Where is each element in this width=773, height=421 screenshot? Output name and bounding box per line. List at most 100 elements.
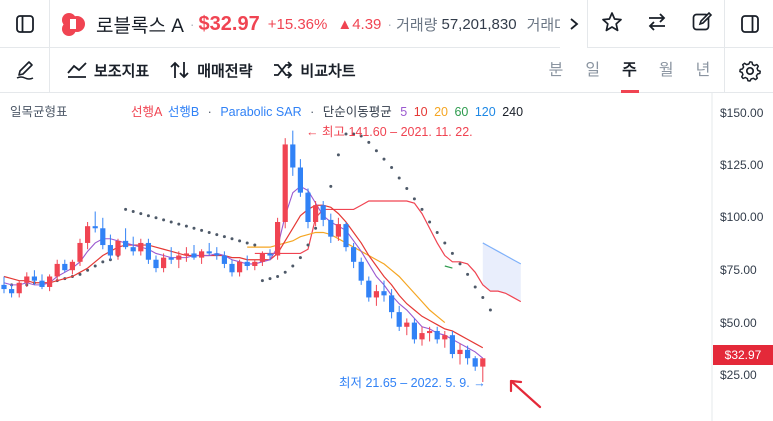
- candle-body: [396, 312, 402, 327]
- sar-dot: [397, 176, 401, 180]
- period-month[interactable]: 월: [658, 62, 674, 79]
- candle-body: [290, 144, 296, 168]
- sar-dot: [329, 184, 333, 188]
- period-minute[interactable]: 분: [548, 62, 564, 79]
- stock-name[interactable]: 로블록스 A: [96, 15, 184, 37]
- y-tick: $75.00: [720, 263, 757, 277]
- candle-body: [183, 253, 189, 256]
- separator-dot: ·: [207, 105, 212, 119]
- indicator-legend: 일목균형표 선행A 선행B · Parabolic SAR · 단순이동평균 5…: [10, 101, 528, 120]
- sar-dot: [230, 237, 234, 241]
- legend-ichimoku[interactable]: 일목균형표: [10, 105, 68, 119]
- candle-body: [351, 247, 357, 262]
- swap-arrows-icon: [648, 12, 666, 31]
- ticker-header: 로블록스 A · $32.97 +15.36% ▲4.39 · 거래량 57,2…: [60, 0, 560, 48]
- legend-sma240: 240: [502, 105, 524, 119]
- period-week[interactable]: 주: [619, 48, 641, 93]
- candle-body: [47, 276, 53, 287]
- candle-body: [297, 167, 303, 193]
- candle-body: [145, 242, 151, 260]
- sar-dot: [405, 186, 409, 190]
- sma10-line: [3, 204, 484, 349]
- period-day[interactable]: 일: [585, 62, 601, 79]
- legend-sma10: 10: [413, 105, 428, 119]
- candle-body: [449, 335, 455, 355]
- candle-body: [259, 253, 265, 262]
- change-amount: ▲4.39: [337, 15, 382, 33]
- chart-settings-button[interactable]: [727, 48, 773, 93]
- candle-body: [282, 144, 288, 222]
- sar-dot: [314, 226, 318, 230]
- sar-dot: [276, 274, 280, 278]
- candle-body: [161, 257, 167, 269]
- roblox-logo-icon: [60, 11, 86, 37]
- strategy-button[interactable]: 매매전략: [159, 48, 262, 93]
- candle-body: [221, 255, 227, 264]
- top-bar: [0, 0, 773, 48]
- sar-dot: [268, 277, 272, 281]
- legend-sma[interactable]: 단순이동평균: [322, 105, 392, 119]
- candle-body: [176, 255, 182, 260]
- candle-body: [16, 282, 22, 294]
- sar-dot: [488, 308, 492, 312]
- legend-sar[interactable]: Parabolic SAR: [220, 105, 302, 119]
- sar-dot: [374, 149, 378, 153]
- price-chart[interactable]: [0, 93, 773, 421]
- right-panel-icon: [741, 15, 759, 33]
- separator-dot: ·: [387, 16, 393, 32]
- sar-dot: [283, 270, 287, 274]
- sar-dot: [298, 256, 302, 260]
- candle-body: [320, 205, 326, 220]
- sar-dot: [359, 134, 363, 138]
- volume-value: 57,201,830: [441, 15, 517, 33]
- candle-body: [381, 291, 387, 296]
- candle-body: [229, 263, 235, 273]
- sar-dot: [367, 140, 371, 144]
- candle-body: [85, 226, 91, 243]
- candle-body: [123, 240, 129, 248]
- sidebar-toggle-button[interactable]: [0, 0, 50, 48]
- header-scroll-button[interactable]: [560, 0, 588, 48]
- right-panel-toggle-button[interactable]: [727, 0, 773, 48]
- period-selector: 분 일 주 월 년: [535, 48, 725, 93]
- candle-body: [191, 253, 197, 258]
- sma5-line: [3, 185, 484, 359]
- gear-icon: [739, 60, 761, 82]
- candle-body: [275, 221, 281, 256]
- candle-body: [328, 219, 334, 237]
- sar-dot: [390, 165, 394, 169]
- span-a-line: [254, 200, 522, 303]
- separator-dot: ·: [189, 16, 195, 32]
- sar-dot: [291, 264, 295, 268]
- period-year[interactable]: 년: [695, 62, 711, 79]
- trade-amount-label: 거래대금: [526, 16, 560, 34]
- sar-dot: [473, 285, 477, 289]
- edit-button[interactable]: [691, 11, 713, 38]
- drawing-tool-button[interactable]: [0, 47, 50, 93]
- sar-dot: [139, 212, 143, 216]
- sar-dot: [450, 251, 454, 255]
- swap-button[interactable]: [646, 11, 668, 38]
- candle-body: [214, 253, 220, 256]
- candle-body: [54, 263, 60, 277]
- sar-dot: [207, 230, 211, 234]
- indicators-button[interactable]: 보조지표: [56, 48, 159, 93]
- favorite-button[interactable]: [601, 11, 623, 38]
- candle-body: [411, 322, 417, 340]
- sar-dot: [131, 210, 135, 214]
- strategy-label: 매매전략: [197, 62, 253, 80]
- candle-body: [24, 276, 30, 283]
- sar-dot: [93, 264, 97, 268]
- candle-body: [335, 224, 341, 237]
- sar-dot: [344, 132, 348, 136]
- candle-body: [9, 289, 15, 294]
- candle-body: [244, 261, 250, 267]
- compare-button[interactable]: 비교차트: [262, 48, 365, 93]
- sar-dot: [146, 214, 150, 218]
- sar-dot: [154, 216, 158, 220]
- legend-sma120: 120: [474, 105, 496, 119]
- candle-body: [130, 247, 136, 252]
- candle-body: [389, 295, 395, 313]
- y-tick: $25.00: [720, 368, 757, 382]
- compare-label: 비교차트: [300, 62, 356, 80]
